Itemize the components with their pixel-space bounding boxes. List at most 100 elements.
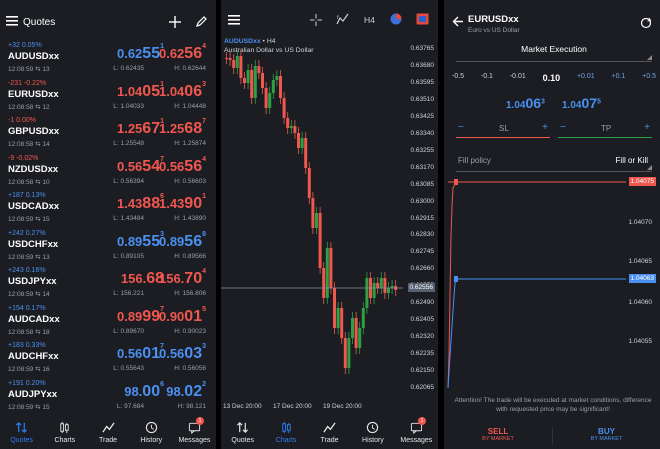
quote-bid-main: 1.43 — [116, 196, 143, 211]
quote-ask: 1.25687 — [159, 118, 206, 138]
timeframe-button[interactable]: H4 — [364, 15, 375, 25]
candle-body — [250, 70, 254, 98]
volume-step-button[interactable]: -0.1 — [480, 73, 493, 80]
quote-meta: 12:08:59 ⇆ 14 — [8, 290, 50, 298]
quote-ask-main: 0.90 — [158, 308, 185, 324]
volume-step-button[interactable]: +0.1 — [611, 73, 626, 80]
quote-row[interactable]: -231 -0.22% EURUSDxx 12:08:58 ⇆ 12 1.040… — [0, 78, 216, 115]
quote-bid-sup: 1 — [160, 118, 164, 125]
quote-row[interactable]: +242 0.27% USDCHFxx 12:08:59 ⇆ 13 0.8955… — [0, 228, 216, 265]
candle-body — [243, 78, 246, 83]
nav-messages[interactable]: Messages 1 — [395, 416, 438, 449]
candle-body — [289, 126, 293, 128]
quote-row[interactable]: +191 0.20% AUDJPYxx 12:08:59 ⇆ 15 98.006… — [0, 378, 216, 415]
volume-value[interactable]: 0.10 — [542, 73, 561, 83]
candle-body — [333, 288, 336, 328]
volume-step-button[interactable]: +0.5 — [642, 73, 656, 80]
menu-icon[interactable] — [228, 15, 240, 25]
nav-charts[interactable]: Charts — [43, 416, 86, 449]
quote-bid-sup: 1 — [160, 43, 164, 50]
quote-row[interactable]: +183 0.33% AUDCHFxx 12:08:59 ⇆ 16 0.5601… — [0, 340, 216, 377]
quote-ask-big: 02 — [184, 382, 203, 400]
sl-minus-button[interactable]: − — [458, 122, 464, 133]
nav-trade[interactable]: Trade — [86, 416, 129, 449]
candle-body — [311, 198, 315, 228]
quote-row[interactable]: +243 0.16% USDJPYxx 12:08:59 ⇆ 14 156.68… — [0, 265, 216, 302]
nav-quotes[interactable]: Quotes — [0, 416, 43, 449]
quote-row[interactable]: +32 0.05% AUDUSDxx 12:08:59 ⇆ 13 0.62551… — [0, 40, 216, 77]
fill-policy-select[interactable]: Fill policy Fill or Kill — [456, 154, 652, 172]
quote-bid-sup: 3 — [160, 230, 164, 238]
nav-messages[interactable]: Messages 1 — [173, 416, 216, 449]
quote-high: H: 1.25874 — [174, 140, 206, 147]
add-symbol-icon[interactable] — [169, 16, 181, 28]
tick-chart: 1.04075 1.04070 1.04065 1.04063 1.04060 … — [444, 176, 660, 389]
quote-bid-big: 05 — [142, 82, 161, 100]
nav-trade[interactable]: Trade — [308, 416, 351, 449]
back-arrow-icon[interactable] — [452, 16, 464, 27]
sell-sub-label: BY MARKET — [482, 436, 514, 442]
crosshair-icon[interactable] — [310, 14, 322, 26]
quote-ask-big: 01 — [184, 307, 203, 325]
quote-bid: 0.56017 — [117, 343, 164, 363]
trade-line-icon — [323, 422, 336, 433]
nav-quotes[interactable]: Quotes — [221, 416, 264, 449]
nav-history-label: History — [362, 437, 384, 444]
quote-change: +32 0.05% — [8, 42, 42, 49]
quote-ask: 98.022 — [166, 381, 206, 401]
quote-time: 12:08:59 — [8, 403, 34, 411]
quote-time: 12:08:59 — [8, 291, 34, 298]
quotes-arrows-icon — [237, 422, 249, 433]
quote-spread: 14 — [42, 141, 50, 148]
sl-plus-button[interactable]: + — [542, 122, 548, 133]
indicators-icon[interactable]: f — [336, 13, 349, 26]
quote-ask-sup: 3 — [202, 343, 206, 350]
price-level-3: 1.04060 — [628, 299, 653, 306]
menu-icon[interactable] — [6, 16, 18, 26]
quotes-screen: Quotes +32 0.05% AUDUSDxx 12:08:59 ⇆ 13 … — [0, 0, 216, 449]
change-symbol-icon[interactable] — [640, 17, 652, 29]
quote-ask-big: 06 — [184, 82, 203, 100]
chart-style-icon[interactable] — [390, 13, 402, 25]
price-axis-tick: 0.62490 — [410, 299, 435, 307]
quote-bid: 98.006 — [124, 381, 164, 401]
trade-panel-icon[interactable] — [416, 13, 429, 25]
sl-field[interactable]: − SL + — [456, 120, 550, 138]
quote-ask: 1.43901 — [159, 193, 206, 213]
nav-charts[interactable]: Charts — [264, 416, 307, 449]
spread-icon: ⇆ — [35, 216, 41, 223]
bottom-nav: Quotes Charts Trade History Messages 1 — [221, 416, 438, 449]
nav-history[interactable]: History — [130, 416, 173, 449]
candle-body — [282, 98, 286, 118]
quote-row[interactable]: -9 -0.02% NZDUSDxx 12:08:58 ⇆ 10 0.56547… — [0, 153, 216, 190]
quote-time: 12:08:59 — [8, 216, 34, 223]
quote-row[interactable]: +187 0.13% USDCADxx 12:08:59 ⇆ 15 1.4388… — [0, 190, 216, 227]
candle-body — [347, 338, 351, 368]
spread-icon: ⇆ — [35, 178, 41, 186]
candle-body — [361, 308, 365, 328]
candlestick-chart[interactable] — [221, 38, 438, 418]
price-axis-tick: 0.62065 — [410, 384, 435, 391]
price-axis-tick: 0.63680 — [410, 61, 435, 69]
time-axis-tick: 19 Dec 20:00 — [323, 403, 362, 410]
quote-meta: 12:08:58 ⇆ 10 — [8, 178, 50, 186]
volume-step-button[interactable]: -0.01 — [509, 73, 526, 80]
quote-ask: 0.90015 — [158, 306, 206, 326]
quote-row[interactable]: +154 0.17% AUDCADxx 12:08:58 ⇆ 18 0.8999… — [0, 303, 216, 340]
tp-minus-button[interactable]: − — [560, 122, 566, 133]
tp-field[interactable]: − TP + — [558, 120, 652, 138]
volume-step-button[interactable]: -0.5 — [452, 73, 465, 80]
edit-pencil-icon[interactable] — [196, 16, 207, 27]
chart-header: AUDUSDxx • H4 Australian Dollar vs US Do… — [224, 38, 314, 54]
sell-button[interactable]: SELL BY MARKET — [444, 423, 552, 449]
quote-row[interactable]: -1 0.00% GBPUSDxx 12:08:58 ⇆ 14 1.25671 … — [0, 115, 216, 152]
tp-plus-button[interactable]: + — [644, 122, 650, 133]
candle-body — [315, 213, 318, 228]
quote-symbol: NZDUSDxx — [8, 163, 59, 175]
buy-button[interactable]: BUY BY MARKET — [553, 423, 660, 449]
quote-change: -9 -0.02% — [8, 154, 39, 162]
history-clock-icon — [145, 421, 157, 434]
execution-type-select[interactable]: Market Execution — [456, 44, 652, 62]
volume-step-button[interactable]: +0.01 — [576, 73, 595, 80]
nav-history[interactable]: History — [351, 416, 394, 449]
